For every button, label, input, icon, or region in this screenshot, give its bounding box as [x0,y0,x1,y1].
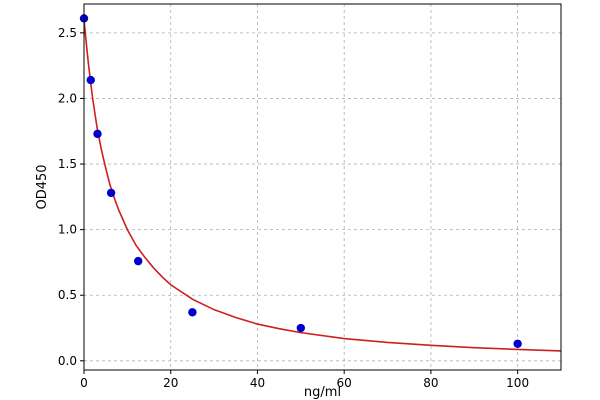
data-point [106,188,116,198]
y-tick-label: 1.5 [58,157,77,171]
data-point [513,339,522,348]
y-axis-label: OD450 [35,164,50,209]
x-tick-label: 100 [506,376,529,390]
fitted-curve-layer [83,19,562,352]
data-point [86,75,95,85]
y-tick-label: 1.0 [58,223,77,237]
data-points-layer [79,14,522,348]
data-point [93,129,102,139]
y-tick-label: 0.0 [58,354,77,368]
data-point [188,308,197,317]
x-axis-ticks: 0 20 40 60 80 100 [80,370,529,390]
data-point [296,323,306,333]
x-tick-label: 0 [80,376,88,390]
data-point [134,256,143,266]
x-tick-label: 60 [337,376,352,390]
y-tick-label: 2.0 [58,91,77,105]
x-tick-label: 80 [423,376,438,390]
x-tick-label: 40 [250,376,265,390]
y-tick-label: 0.5 [58,288,77,302]
fitted-curve [83,19,562,352]
x-tick-label: 20 [163,376,178,390]
plot-frame [83,3,562,371]
grid [83,4,561,370]
y-axis-ticks: 0.0 0.5 1.0 1.5 2.0 2.5 [58,26,84,368]
y-tick-label: 2.5 [58,26,77,40]
x-axis-label: ng/ml [304,385,341,400]
